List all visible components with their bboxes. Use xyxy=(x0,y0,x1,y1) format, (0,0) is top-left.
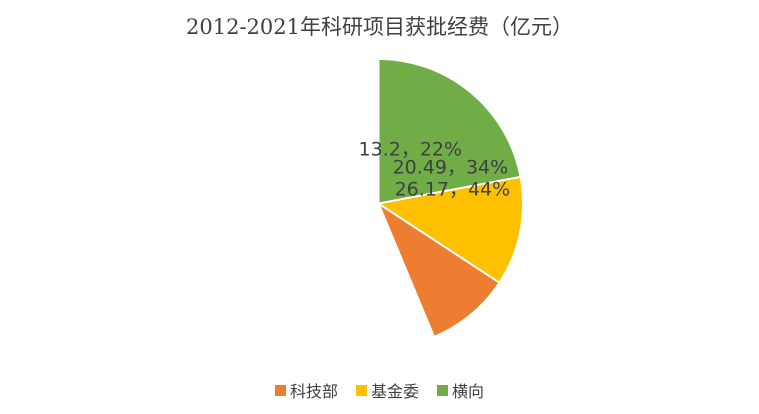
legend-label-2: 横向 xyxy=(452,382,485,401)
legend-swatch-0 xyxy=(274,384,286,396)
legend-label-1: 基金委 xyxy=(370,382,419,401)
chart-title: 2012-2021年科研项目获批经费（亿元） xyxy=(186,15,573,39)
legend-item-2: 横向 xyxy=(437,378,484,402)
legend-item-1: 基金委 xyxy=(355,378,419,402)
legend-item-0: 科技部 xyxy=(274,378,338,402)
legend-swatch-1 xyxy=(355,384,367,396)
pie-slice-2 xyxy=(377,58,522,205)
legend: 科技部 基金委 横向 xyxy=(0,378,759,402)
legend-label-0: 科技部 xyxy=(289,382,338,401)
legend-swatch-2 xyxy=(437,384,448,396)
